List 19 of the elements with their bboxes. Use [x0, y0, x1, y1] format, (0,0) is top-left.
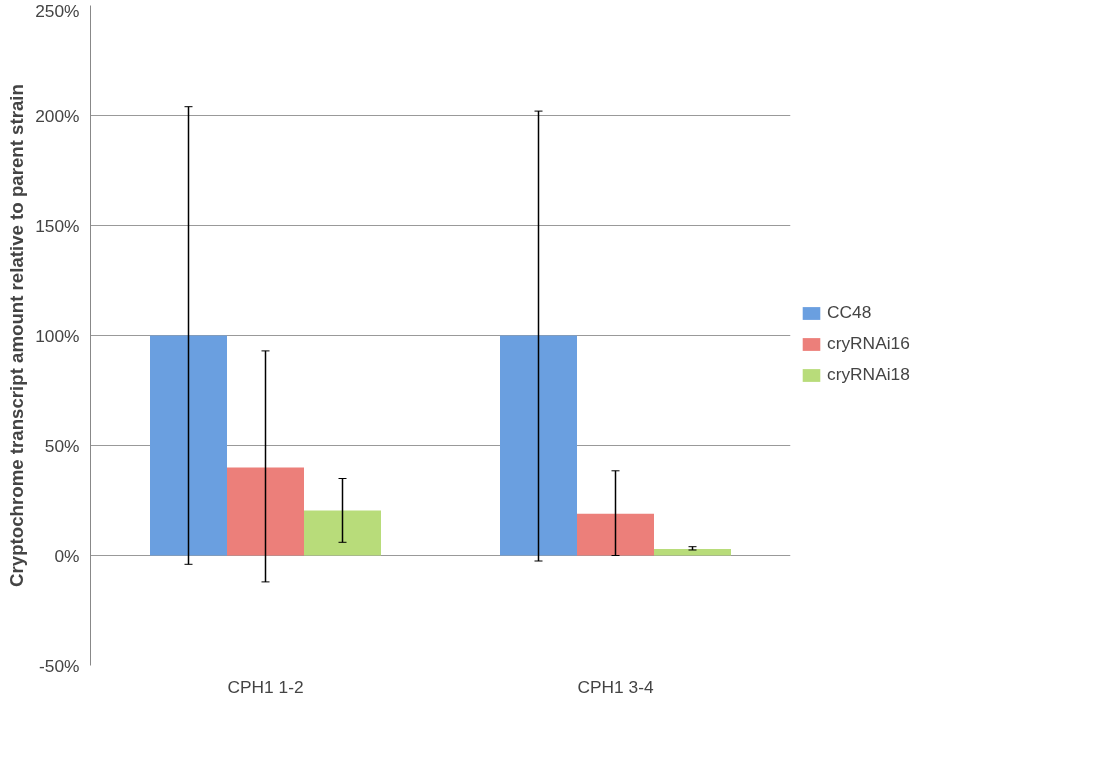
y-tick-label: 0%	[54, 545, 80, 566]
bar	[227, 467, 304, 556]
legend-label: cryRNAi18	[827, 364, 910, 385]
x-tick-label: CPH1 3-4	[577, 676, 654, 697]
bar	[500, 335, 577, 556]
legend-label: cryRNAi16	[827, 333, 910, 354]
y-tick-label: 250%	[35, 0, 80, 21]
legend-label: CC48	[827, 302, 872, 323]
y-tick-label: 100%	[35, 325, 80, 346]
y-axis-title: Cryptochrome transcript amount relative to parent strain	[6, 84, 28, 587]
bar	[654, 548, 731, 556]
y-tick-label: 150%	[35, 215, 80, 236]
y-tick-label: -50%	[39, 655, 80, 676]
bar	[150, 335, 227, 556]
x-tick-label: CPH1 1-2	[227, 676, 304, 697]
bar	[304, 510, 381, 556]
bar	[577, 513, 654, 556]
y-tick-label: 200%	[35, 105, 80, 126]
y-tick-label: 50%	[44, 435, 80, 456]
